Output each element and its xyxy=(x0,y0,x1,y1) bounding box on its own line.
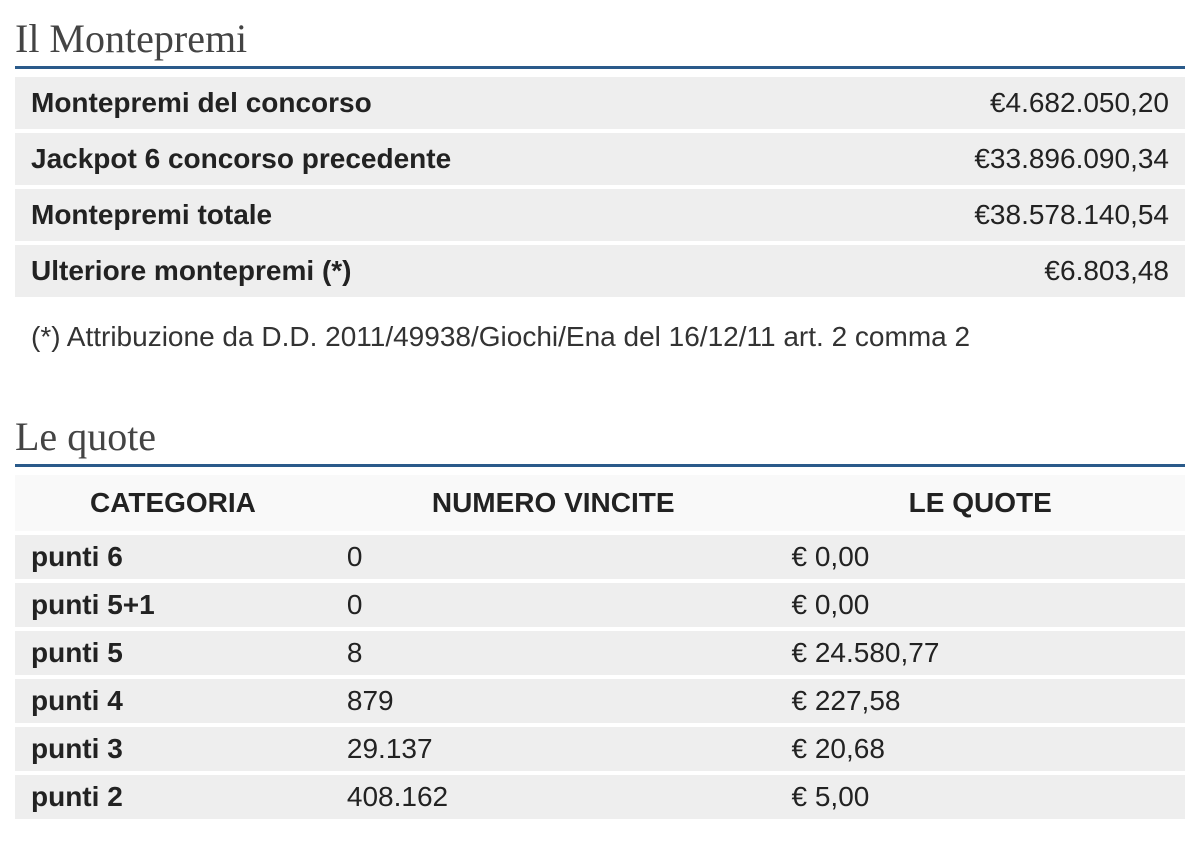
quote-categoria: punti 5 xyxy=(15,629,331,677)
quote-categoria: punti 3 xyxy=(15,725,331,773)
montepremi-value: €33.896.090,34 xyxy=(794,131,1185,187)
quote-thead: CATEGORIA NUMERO VINCITE LE QUOTE xyxy=(15,475,1185,533)
quote-categoria: punti 5+1 xyxy=(15,581,331,629)
quote-vincite: 879 xyxy=(331,677,776,725)
quote-row: punti 5+1 0 € 0,00 xyxy=(15,581,1185,629)
montepremi-table: Montepremi del concorso €4.682.050,20 Ja… xyxy=(15,77,1185,301)
quote-row: punti 5 8 € 24.580,77 xyxy=(15,629,1185,677)
quote-header-row: CATEGORIA NUMERO VINCITE LE QUOTE xyxy=(15,475,1185,533)
montepremi-row: Jackpot 6 concorso precedente €33.896.09… xyxy=(15,131,1185,187)
quote-vincite: 8 xyxy=(331,629,776,677)
quote-vincite: 0 xyxy=(331,533,776,581)
montepremi-title: Il Montepremi xyxy=(15,15,1185,69)
montepremi-footnote: (*) Attribuzione da D.D. 2011/49938/Gioc… xyxy=(15,301,1185,363)
quote-vincite: 0 xyxy=(331,581,776,629)
section-gap xyxy=(15,363,1185,413)
montepremi-row: Montepremi totale €38.578.140,54 xyxy=(15,187,1185,243)
montepremi-value: €38.578.140,54 xyxy=(794,187,1185,243)
quote-row: punti 4 879 € 227,58 xyxy=(15,677,1185,725)
montepremi-label: Jackpot 6 concorso precedente xyxy=(15,131,794,187)
quote-row: punti 2 408.162 € 5,00 xyxy=(15,773,1185,821)
quote-categoria: punti 4 xyxy=(15,677,331,725)
montepremi-label: Montepremi del concorso xyxy=(15,77,794,131)
montepremi-row: Ulteriore montepremi (*) €6.803,48 xyxy=(15,243,1185,299)
quote-quota: € 227,58 xyxy=(775,677,1185,725)
quote-header-categoria: CATEGORIA xyxy=(15,475,331,533)
quote-quota: € 0,00 xyxy=(775,581,1185,629)
quote-quota: € 24.580,77 xyxy=(775,629,1185,677)
montepremi-row: Montepremi del concorso €4.682.050,20 xyxy=(15,77,1185,131)
quote-quota: € 20,68 xyxy=(775,725,1185,773)
quote-table: CATEGORIA NUMERO VINCITE LE QUOTE punti … xyxy=(15,475,1185,823)
quote-categoria: punti 2 xyxy=(15,773,331,821)
quote-categoria: punti 6 xyxy=(15,533,331,581)
montepremi-label: Montepremi totale xyxy=(15,187,794,243)
quote-vincite: 408.162 xyxy=(331,773,776,821)
quote-row: punti 3 29.137 € 20,68 xyxy=(15,725,1185,773)
montepremi-tbody: Montepremi del concorso €4.682.050,20 Ja… xyxy=(15,77,1185,299)
montepremi-label: Ulteriore montepremi (*) xyxy=(15,243,794,299)
quote-title: Le quote xyxy=(15,413,1185,467)
quote-quota: € 5,00 xyxy=(775,773,1185,821)
quote-row: punti 6 0 € 0,00 xyxy=(15,533,1185,581)
quote-header-quote: LE QUOTE xyxy=(775,475,1185,533)
montepremi-value: €4.682.050,20 xyxy=(794,77,1185,131)
quote-quota: € 0,00 xyxy=(775,533,1185,581)
quote-vincite: 29.137 xyxy=(331,725,776,773)
quote-header-vincite: NUMERO VINCITE xyxy=(331,475,776,533)
montepremi-value: €6.803,48 xyxy=(794,243,1185,299)
quote-tbody: punti 6 0 € 0,00 punti 5+1 0 € 0,00 punt… xyxy=(15,533,1185,821)
